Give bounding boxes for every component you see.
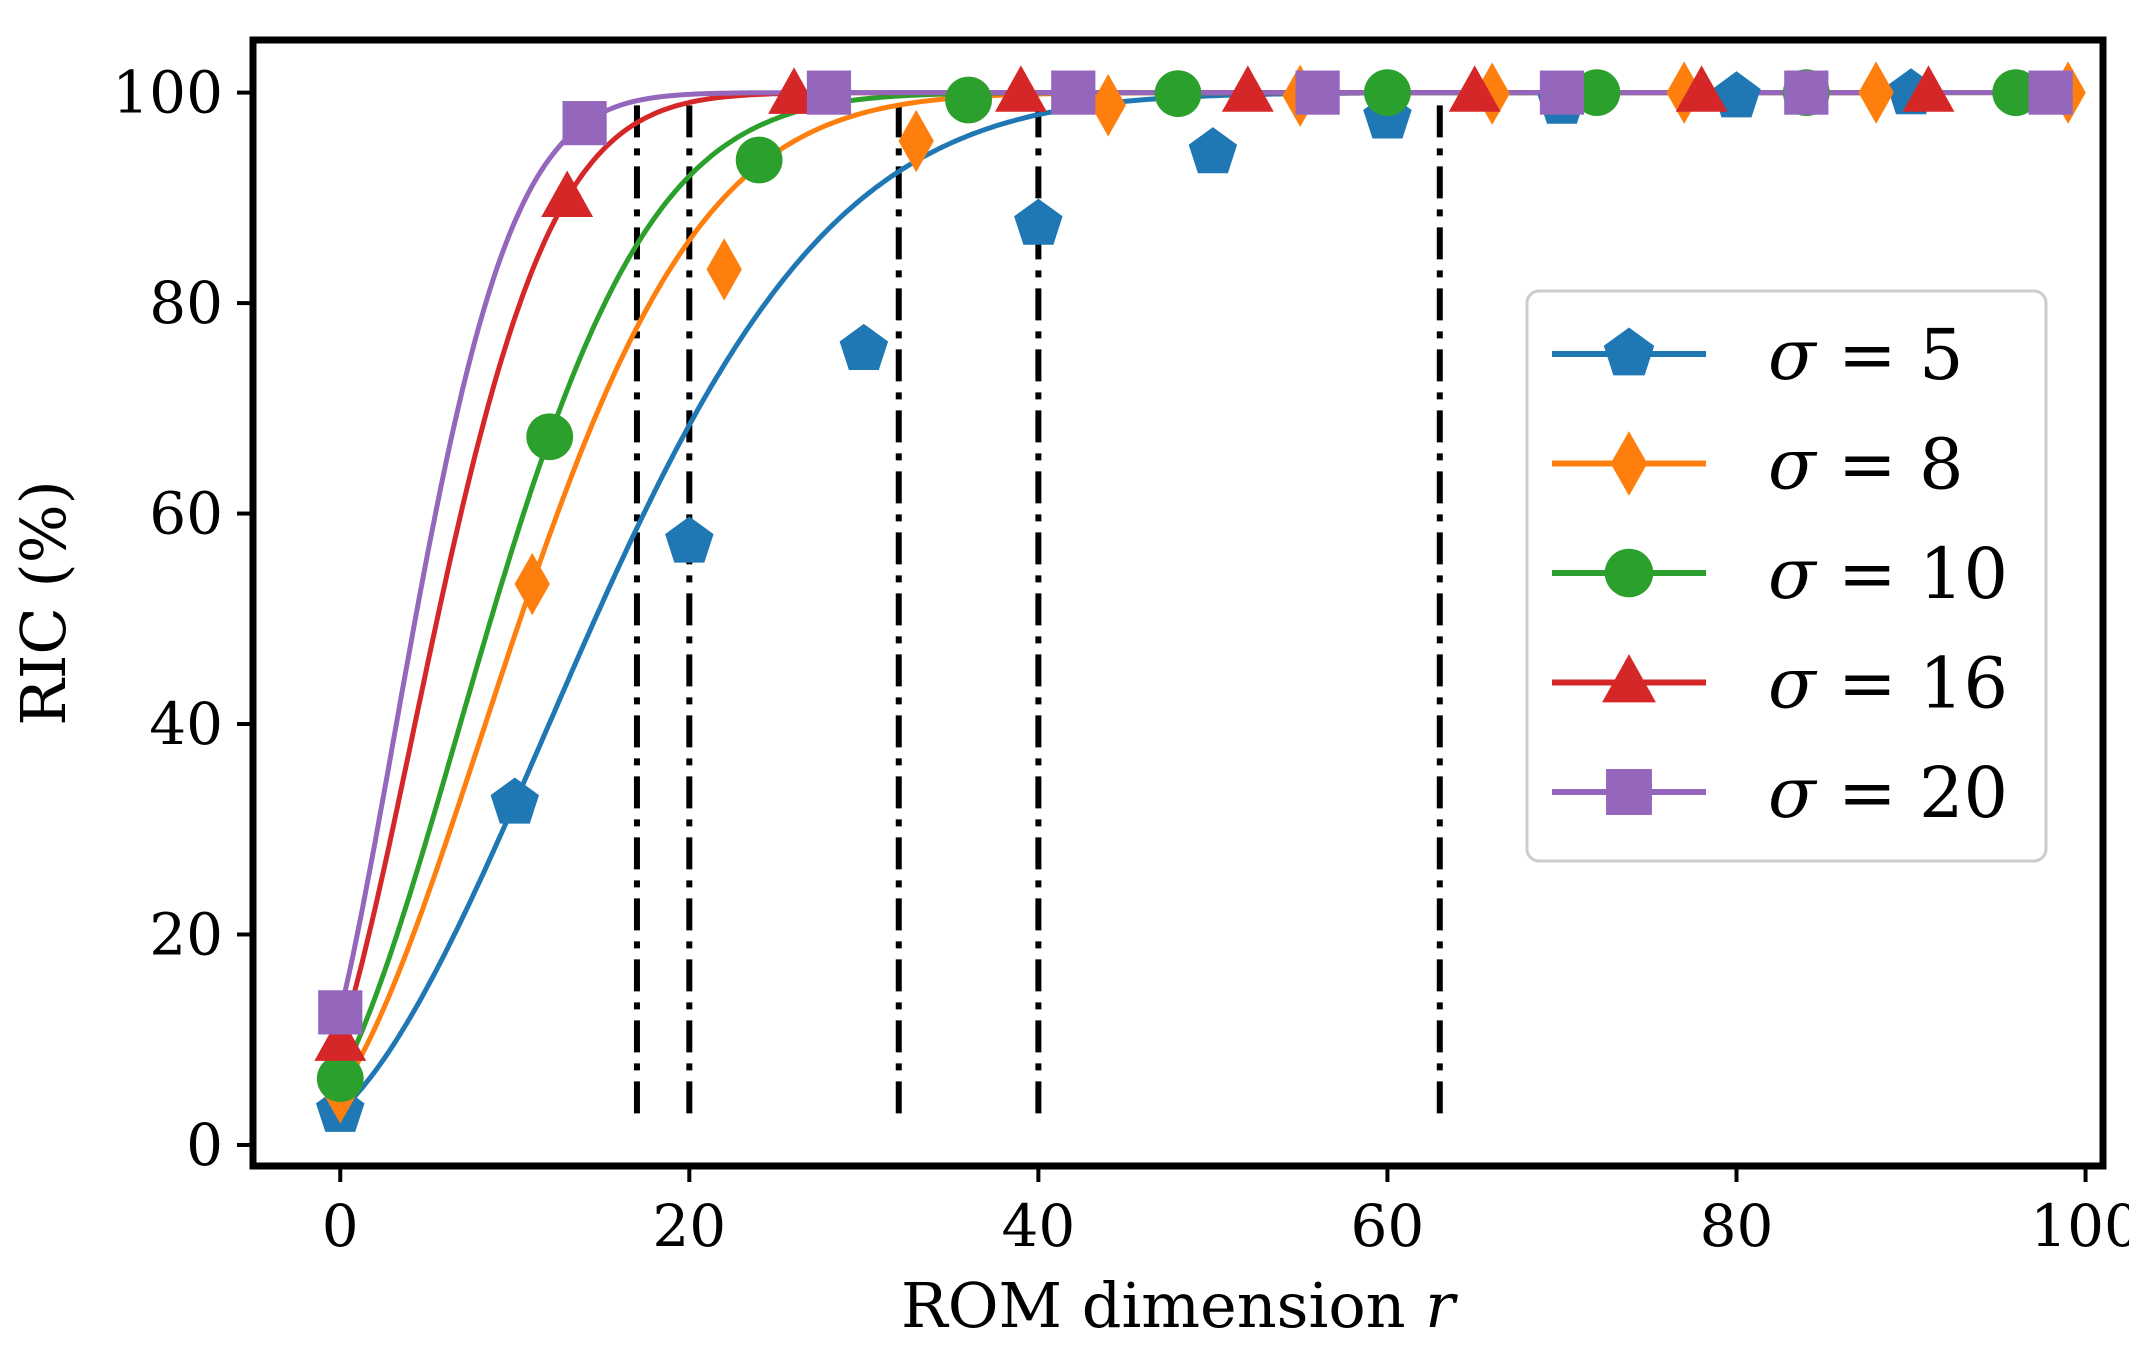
- data-point: [1051, 70, 1096, 115]
- legend: σ = 5 σ = 8 σ = 10 σ = 16 σ = 20: [1525, 289, 2048, 863]
- legend-marker: [1604, 548, 1654, 598]
- data-point: [318, 990, 363, 1035]
- y-axis-title: RIC (%): [7, 480, 80, 726]
- legend-label: σ = 20: [1768, 752, 2008, 834]
- data-point: [945, 76, 992, 124]
- data-point: [1014, 198, 1063, 245]
- y-tick-label: 100: [112, 59, 223, 127]
- legend-label: σ = 5: [1768, 314, 1964, 396]
- data-point: [1188, 127, 1238, 174]
- data-point: [2028, 70, 2073, 115]
- y-axis-ticks: 0 20 40 60 80 100: [112, 59, 253, 1179]
- data-point: [1573, 69, 1621, 117]
- data-point: [316, 1055, 364, 1103]
- data-point: [1448, 65, 1501, 112]
- data-point: [1539, 70, 1585, 115]
- legend-label: σ = 8: [1768, 424, 1964, 506]
- data-point: [1784, 70, 1829, 115]
- data-point: [541, 170, 594, 217]
- y-tick-label: 60: [149, 480, 223, 548]
- data-point: [1902, 65, 1955, 112]
- data-point: [735, 136, 783, 184]
- legend-label: σ = 16: [1768, 643, 2008, 725]
- data-point: [1221, 65, 1274, 112]
- data-point: [1295, 70, 1340, 115]
- data-point: [706, 238, 742, 301]
- x-tick-label: 80: [1700, 1192, 1774, 1260]
- x-tick-label: 40: [1001, 1192, 1075, 1260]
- x-tick-label: 100: [2030, 1192, 2129, 1260]
- data-point: [1474, 62, 1510, 125]
- y-tick-label: 40: [149, 690, 223, 758]
- y-tick-label: 80: [149, 269, 223, 337]
- x-tick-label: 20: [652, 1192, 726, 1260]
- y-tick-label: 0: [186, 1111, 223, 1179]
- data-point: [1712, 71, 1761, 118]
- x-tick-label: 0: [322, 1192, 359, 1260]
- data-point: [490, 777, 539, 824]
- data-point: [665, 516, 714, 563]
- data-point: [1675, 65, 1728, 112]
- legend-marker: [1603, 327, 1655, 376]
- legend-marker: [1606, 769, 1652, 815]
- legend-box: [1525, 289, 2048, 863]
- data-point: [806, 70, 852, 115]
- y-tick-label: 20: [149, 900, 223, 968]
- data-point: [994, 65, 1047, 112]
- data-point: [1364, 69, 1411, 117]
- x-tick-label: 60: [1351, 1192, 1425, 1260]
- x-axis-ticks: 0 20 40 60 80 100: [322, 1166, 2129, 1260]
- data-point: [1154, 70, 1202, 118]
- legend-label: σ = 10: [1768, 533, 2008, 615]
- data-point: [514, 552, 550, 616]
- data-point: [314, 1014, 367, 1061]
- x-axis-title: ROM dimension r: [901, 1269, 1458, 1342]
- data-point: [1992, 69, 2040, 117]
- data-point: [1090, 74, 1126, 137]
- data-point: [1666, 61, 1702, 124]
- series-markers: [314, 61, 2086, 1132]
- plot-frame: [249, 36, 2107, 1170]
- data-point: [526, 413, 574, 461]
- legend-marker: [1610, 431, 1648, 496]
- threshold-lines: [633, 103, 1443, 1114]
- data-point: [839, 323, 889, 370]
- data-point: [898, 109, 934, 173]
- data-point: [562, 101, 607, 146]
- data-point: [1858, 61, 1894, 124]
- legend-marker: [1602, 654, 1656, 703]
